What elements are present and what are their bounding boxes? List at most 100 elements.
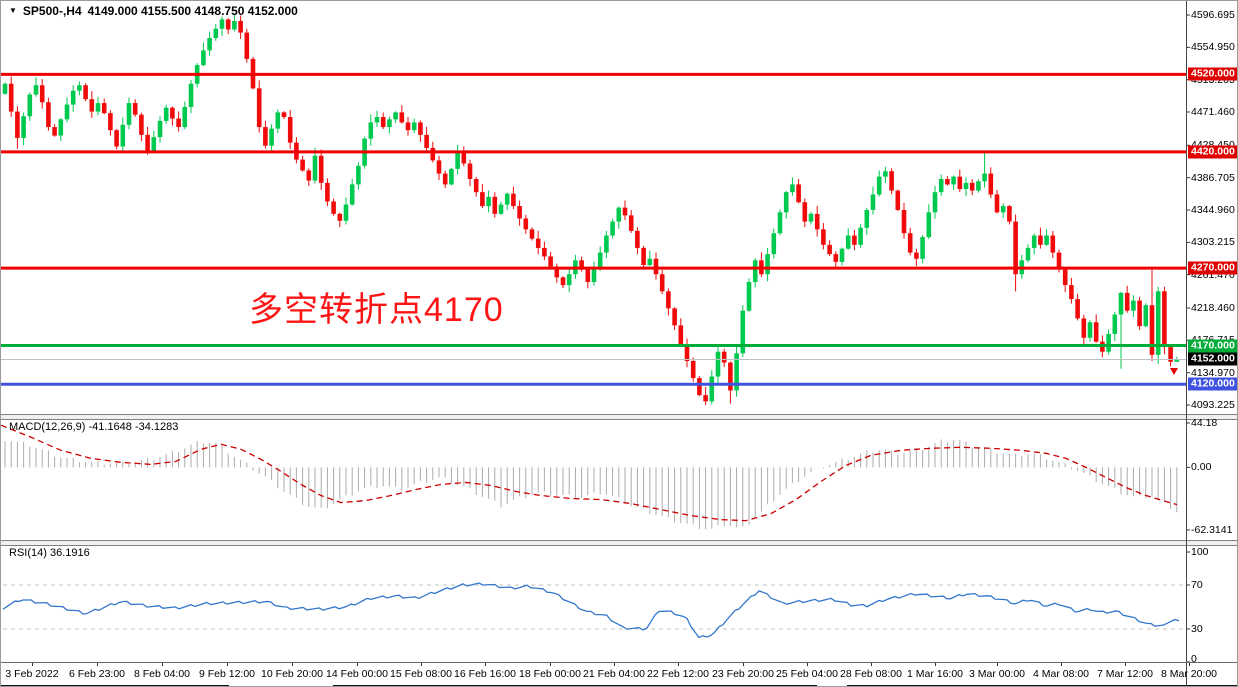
candle-body xyxy=(356,165,361,185)
candle-body xyxy=(163,107,169,121)
candle-body xyxy=(969,182,975,191)
time-tick-label: 28 Feb 08:00 xyxy=(840,668,902,680)
candle-body xyxy=(988,173,994,195)
candle-body xyxy=(746,282,752,311)
candle-body xyxy=(715,351,721,377)
candle-body xyxy=(610,221,615,236)
price-tag-4152: 4152.000 xyxy=(1188,352,1237,366)
candle-body xyxy=(585,269,591,283)
candle-body xyxy=(870,194,876,210)
time-tick xyxy=(614,663,615,666)
candle-body xyxy=(83,85,88,100)
candle-body xyxy=(1031,235,1037,248)
price-tag-4420: 4420.000 xyxy=(1188,145,1237,159)
candle-body xyxy=(523,218,529,230)
candle-body xyxy=(1013,221,1018,275)
time-tick-label: 14 Feb 00:00 xyxy=(326,668,388,680)
rsi-indicator-label: RSI(14) 36.1916 xyxy=(9,547,90,559)
candle-body xyxy=(814,213,820,230)
time-tick-label: 4 Mar 08:00 xyxy=(1032,668,1090,680)
candle-body xyxy=(932,192,938,213)
candle-body xyxy=(467,163,473,179)
candle-body xyxy=(938,178,944,193)
candle-body xyxy=(139,114,144,135)
panel-separator[interactable] xyxy=(1,540,1237,546)
candle-body xyxy=(579,260,584,270)
candle-body xyxy=(287,117,293,143)
time-tick xyxy=(678,663,679,666)
panel-separator[interactable] xyxy=(1,414,1237,420)
window-bottom-edge xyxy=(1,685,229,686)
time-tick xyxy=(421,663,422,666)
candle-body xyxy=(566,274,572,286)
candle-body xyxy=(982,173,987,182)
candle-body xyxy=(95,103,101,112)
candle-body xyxy=(697,378,702,396)
candle-body xyxy=(275,112,281,129)
candle-body xyxy=(8,83,14,112)
candle-body xyxy=(442,173,448,185)
candle-body xyxy=(15,111,20,138)
time-tick-label: 23 Feb 20:00 xyxy=(712,668,774,680)
candle-body xyxy=(1087,322,1093,338)
candle-body xyxy=(1093,322,1099,342)
rsi-tick-label: 0 xyxy=(1191,653,1197,665)
price-tick-label: 4303.215 xyxy=(1191,236,1235,249)
time-tick-label: 22 Feb 12:00 xyxy=(647,668,709,680)
candle-body xyxy=(740,310,746,354)
rsi-line xyxy=(2,582,1180,639)
candle-body xyxy=(126,103,132,125)
time-tick-label: 8 Feb 04:00 xyxy=(133,668,191,680)
candle-body xyxy=(1062,269,1068,286)
time-tick-label: 25 Feb 04:00 xyxy=(776,668,838,680)
candle-body xyxy=(783,192,789,213)
price-tag-4270: 4270.000 xyxy=(1188,261,1237,275)
candle-body xyxy=(926,212,932,238)
candle-body xyxy=(914,252,919,259)
candle-body xyxy=(225,19,231,30)
candle-body xyxy=(1075,299,1080,319)
candle-body xyxy=(132,103,138,115)
candle-body xyxy=(331,201,336,214)
time-tick xyxy=(807,663,808,666)
time-tick xyxy=(292,663,293,666)
candle-body xyxy=(1025,247,1031,261)
candle-body xyxy=(1143,305,1149,327)
candle-body xyxy=(684,343,690,362)
time-tick-label: 3 Feb 2022 xyxy=(5,668,59,680)
candle-body xyxy=(678,325,684,344)
time-tick xyxy=(550,663,551,666)
candle-body xyxy=(511,193,516,207)
time-tick-label: 21 Feb 04:00 xyxy=(583,668,645,680)
chart-text-annotation[interactable]: 多空转折点4170 xyxy=(249,291,504,329)
time-axis-line xyxy=(1,662,1237,663)
candle-body xyxy=(808,213,814,222)
candle-body xyxy=(728,362,733,391)
candle-body xyxy=(418,122,423,135)
candle-body xyxy=(52,127,57,136)
candle-body xyxy=(449,168,454,185)
candle-body xyxy=(33,85,39,95)
price-tick-label: 4471.460 xyxy=(1191,106,1235,118)
candle-body xyxy=(777,212,783,234)
rsi-tick-label: 100 xyxy=(1191,546,1209,558)
candle-body xyxy=(473,178,479,193)
candle-body xyxy=(1044,235,1049,245)
symbol-dropdown-icon[interactable]: ▼ xyxy=(9,6,17,15)
candle-body xyxy=(436,160,442,174)
candle-body xyxy=(120,124,126,147)
candle-body xyxy=(300,159,305,171)
candle-body xyxy=(312,155,318,181)
price-tick-label: 4134.970 xyxy=(1191,366,1235,379)
candle-body xyxy=(1174,359,1180,362)
sell-arrow-icon[interactable] xyxy=(1170,368,1178,375)
macd-name: MACD(12,26,9) xyxy=(9,421,86,433)
candle-body xyxy=(945,178,950,185)
rsi-tick-label: 30 xyxy=(1191,623,1203,635)
candle-body xyxy=(647,258,653,265)
candle-body xyxy=(151,137,157,152)
candle-body xyxy=(1069,285,1074,300)
candle-body xyxy=(244,32,250,59)
